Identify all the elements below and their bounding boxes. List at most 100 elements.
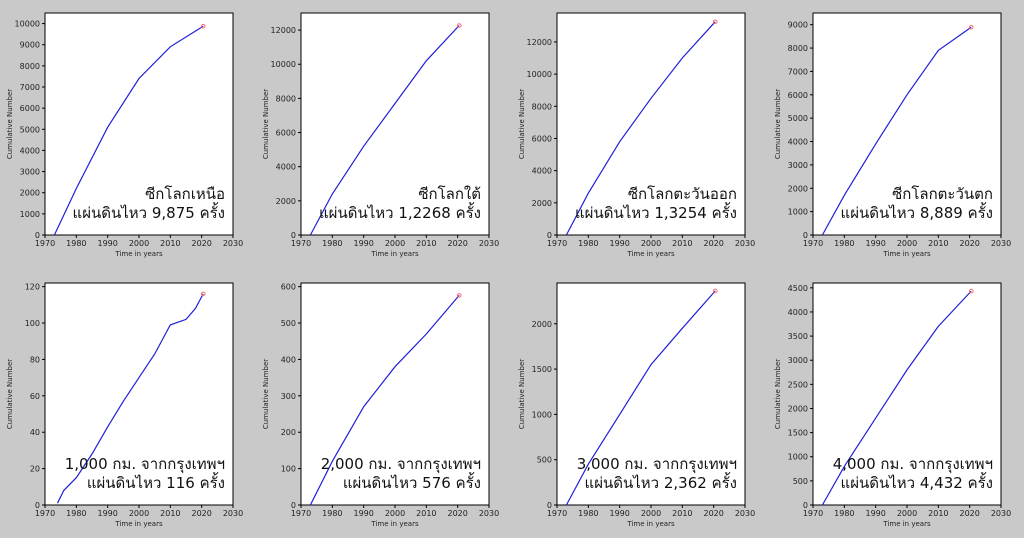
- annotation-line: 1,000 กม. จากกรุงเทพฯ: [65, 455, 225, 474]
- y-tick-label: 200: [281, 428, 296, 437]
- y-tick-label: 7000: [20, 83, 40, 92]
- y-tick-label: 2000: [532, 199, 552, 208]
- x-tick-label: 1990: [97, 509, 117, 518]
- end-marker: [968, 288, 974, 294]
- annotation-line: 2,000 กม. จากกรุงเทพฯ: [321, 455, 481, 474]
- x-tick-label: 2000: [129, 509, 149, 518]
- plot-area: [556, 12, 746, 236]
- end-marker: [712, 19, 718, 25]
- y-tick-label: 4000: [788, 308, 808, 317]
- y-tick-label: 12000: [271, 26, 296, 35]
- chart-panel-7: 1970 1980 1990 2000 2010 2020 2030 0 500 1000 1500…: [512, 270, 768, 538]
- chart-svg-6: 1970 1980 1990 2000 2010 2020 2030 0 100 200 300 40…: [262, 282, 499, 528]
- y-tick-label: 2000: [788, 184, 808, 193]
- y-tick-label: 6000: [276, 129, 296, 138]
- chart-svg-1: 1970 1980 1990 2000 2010 2020 2030 0 1000 2000 300…: [6, 12, 243, 258]
- chart-svg-4: 1970 1980 1990 2000 2010 2020 2030 0 1000 2000 300…: [774, 12, 1011, 258]
- end-marker: [200, 291, 206, 297]
- y-tick-label: 4000: [276, 163, 296, 172]
- y-tick-label: 40: [30, 428, 40, 437]
- y-tick-label: 4000: [532, 167, 552, 176]
- x-tick-label: 2030: [991, 509, 1011, 518]
- plot-area: [300, 12, 490, 236]
- x-tick-label: 1970: [35, 239, 55, 248]
- y-tick-label: 0: [547, 231, 552, 240]
- chart-panel-1: 1970 1980 1990 2000 2010 2020 2030 0 1000 2000 300…: [0, 0, 256, 265]
- y-tick-label: 8000: [276, 94, 296, 103]
- chart-panel-2: 1970 1980 1990 2000 2010 2020 2030 0 2000 4000 600…: [256, 0, 512, 265]
- x-tick-label: 1970: [291, 509, 311, 518]
- x-tick-label: 2000: [385, 509, 405, 518]
- annotation-line: แผ่นดินไหว 9,875 ครั้ง: [73, 202, 225, 222]
- end-marker: [456, 23, 462, 28]
- y-tick-label: 2000: [532, 320, 552, 329]
- x-tick-label: 2030: [223, 509, 243, 518]
- x-tick-label: 2010: [928, 239, 948, 248]
- x-axis-title: Time in years: [626, 250, 675, 258]
- x-axis-title: Time in years: [370, 250, 419, 258]
- x-tick-label: 2010: [416, 239, 436, 248]
- x-tick-label: 1970: [803, 509, 823, 518]
- chart-svg-2: 1970 1980 1990 2000 2010 2020 2030 0 2000 4000 600…: [262, 12, 499, 258]
- annotation-line: ซีกโลกตะวันตก: [892, 185, 993, 203]
- y-tick-label: 3500: [788, 332, 808, 341]
- y-tick-label: 300: [281, 392, 296, 401]
- data-line: [309, 295, 460, 506]
- data-line: [821, 290, 972, 506]
- y-axis-title: Cumulative Number: [262, 89, 270, 159]
- y-tick-label: 2000: [20, 189, 40, 198]
- y-tick-label: 400: [281, 355, 296, 364]
- x-tick-label: 2000: [641, 509, 661, 518]
- y-tick-label: 0: [803, 501, 808, 510]
- y-tick-label: 12000: [527, 38, 552, 47]
- x-tick-label: 1970: [547, 509, 567, 518]
- chart-panel-5: 1970 1980 1990 2000 2010 2020 2030 0 20 40 60 80 100…: [0, 270, 256, 538]
- y-tick-label: 3000: [20, 168, 40, 177]
- x-tick-label: 1970: [547, 239, 567, 248]
- x-tick-label: 1990: [353, 509, 373, 518]
- y-tick-label: 4000: [20, 146, 40, 155]
- x-tick-label: 1990: [865, 509, 885, 518]
- y-tick-label: 3000: [788, 161, 808, 170]
- x-tick-label: 1980: [578, 509, 598, 518]
- x-tick-label: 2000: [129, 239, 149, 248]
- data-line: [565, 290, 716, 506]
- x-tick-label: 2020: [959, 509, 979, 518]
- annotation-line: แผ่นดินไหว 116 ครั้ง: [87, 472, 225, 492]
- y-tick-label: 1500: [788, 429, 808, 438]
- y-tick-label: 5000: [20, 125, 40, 134]
- x-axis-title: Time in years: [882, 520, 931, 528]
- x-tick-label: 1970: [291, 239, 311, 248]
- y-tick-label: 3000: [788, 356, 808, 365]
- y-tick-label: 6000: [20, 104, 40, 113]
- x-tick-label: 1980: [578, 239, 598, 248]
- y-tick-label: 6000: [788, 91, 808, 100]
- x-tick-label: 2030: [735, 509, 755, 518]
- x-tick-label: 2020: [191, 239, 211, 248]
- plot-area: [44, 282, 234, 506]
- y-tick-label: 500: [793, 477, 808, 486]
- x-tick-label: 1980: [66, 509, 86, 518]
- chart-panel-4: 1970 1980 1990 2000 2010 2020 2030 0 1000 2000 300…: [768, 0, 1024, 265]
- y-tick-label: 500: [537, 456, 552, 465]
- x-tick-label: 2010: [672, 239, 692, 248]
- x-tick-label: 2020: [703, 239, 723, 248]
- y-tick-label: 4000: [788, 138, 808, 147]
- y-axis-title: Cumulative Number: [518, 89, 526, 159]
- y-tick-label: 1500: [532, 365, 552, 374]
- plot-area: [812, 282, 1002, 506]
- y-tick-label: 0: [35, 231, 40, 240]
- annotation-line: แผ่นดินไหว 8,889 ครั้ง: [841, 202, 993, 222]
- y-tick-label: 10000: [527, 70, 552, 79]
- x-tick-label: 1990: [353, 239, 373, 248]
- annotation-line: แผ่นดินไหว 2,362 ครั้ง: [585, 472, 737, 492]
- annotation-line: ซีกโลกใต้: [418, 185, 481, 203]
- end-marker: [968, 24, 974, 30]
- x-axis-title: Time in years: [370, 520, 419, 528]
- y-tick-label: 8000: [788, 44, 808, 53]
- x-tick-label: 2030: [479, 239, 499, 248]
- plot-area: [300, 282, 490, 506]
- y-tick-label: 4500: [788, 284, 808, 293]
- annotation-line: ซีกโลกตะวันออก: [628, 185, 737, 203]
- end-marker: [712, 288, 718, 294]
